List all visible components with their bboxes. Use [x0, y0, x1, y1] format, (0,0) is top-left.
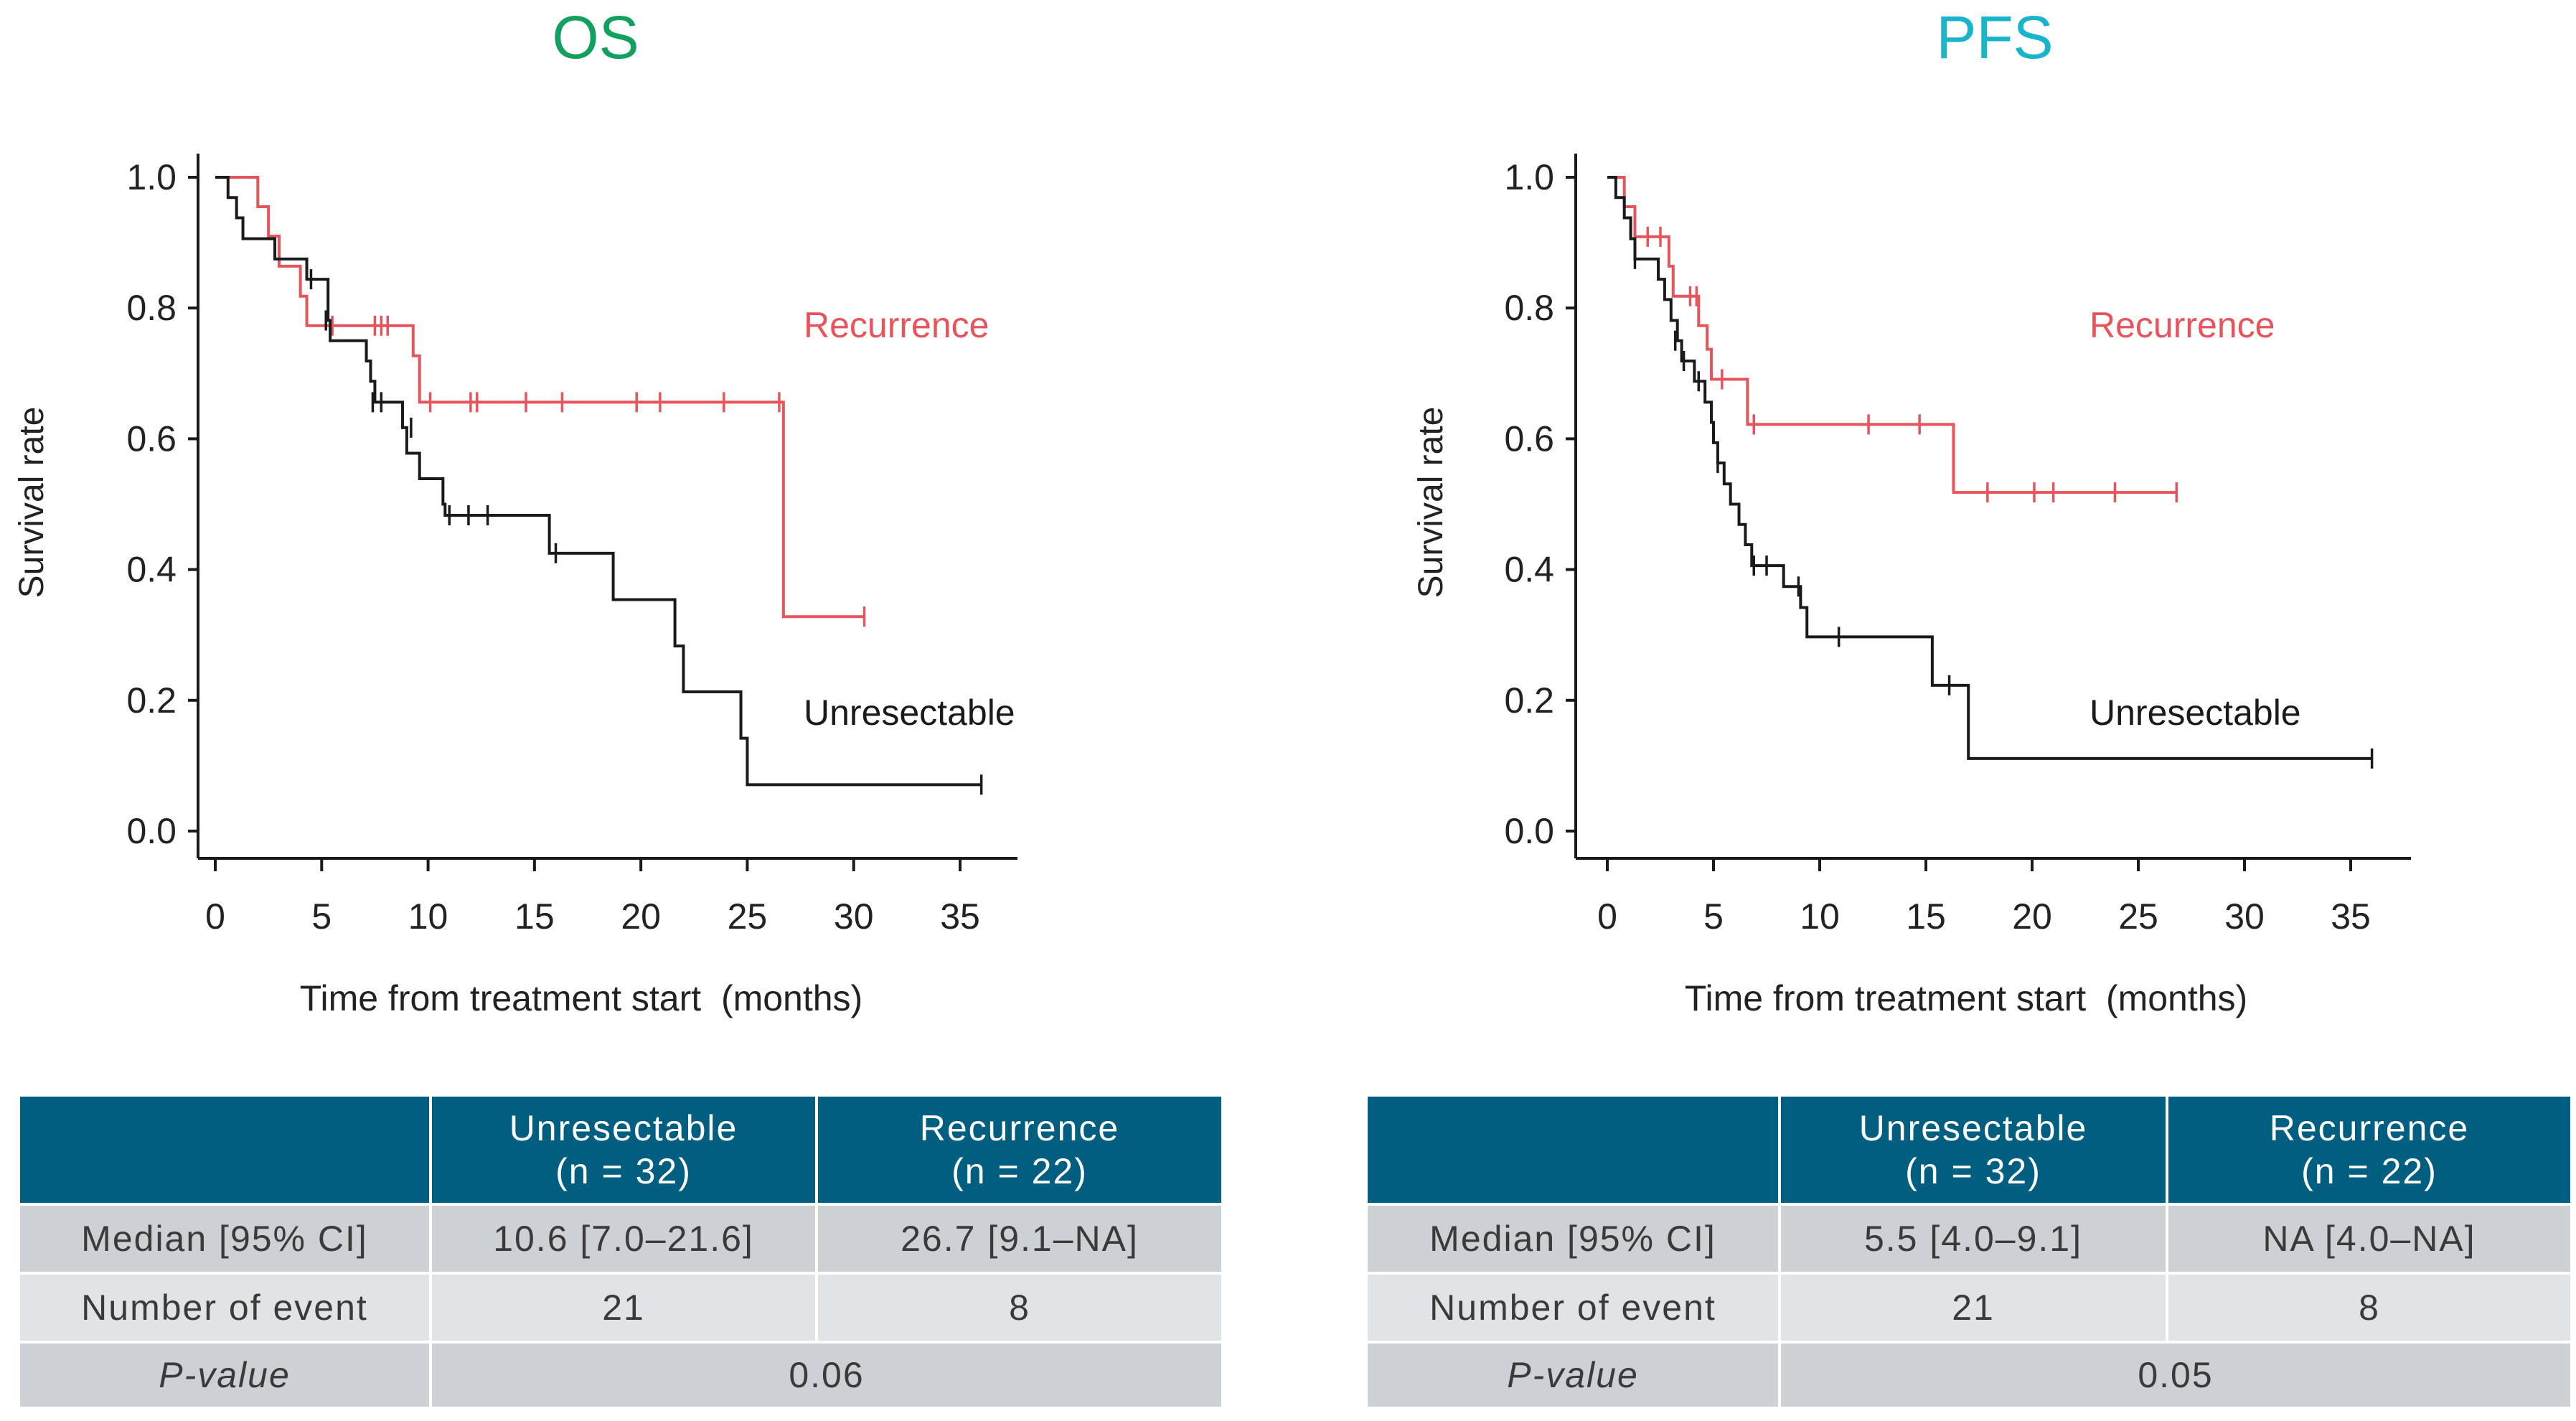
- os-median-label: Median [95% CI]: [20, 1203, 432, 1273]
- os-header-unresectable-name: Unresectable: [509, 1108, 738, 1148]
- pfs-p-label: P-value: [1368, 1341, 1781, 1407]
- pfs-unresectable-curve: [1607, 176, 2372, 760]
- os-x-tick-label: 35: [940, 896, 980, 937]
- os-unresectable-curve: [215, 176, 982, 787]
- pfs-events-recurrence: 8: [2167, 1272, 2570, 1342]
- os-x-tick-label: 5: [311, 896, 332, 937]
- table-row: Median [95% CI] 10.6 [7.0–21.6] 26.7 [9.…: [20, 1203, 1221, 1273]
- pfs-x-tick-label: 30: [2224, 896, 2265, 937]
- pfs-table-header-unresectable: Unresectable (n = 32): [1780, 1097, 2168, 1204]
- os-median-recurrence: 26.7 [9.1–NA]: [817, 1203, 1221, 1273]
- os-y-tick-label: 0.2: [126, 680, 177, 721]
- pfs-median-unresectable: 5.5 [4.0–9.1]: [1780, 1203, 2168, 1273]
- os-p-value: 0.06: [431, 1341, 1221, 1407]
- os-y-tick-label: 1.0: [126, 157, 177, 197]
- pfs-median-label: Median [95% CI]: [1368, 1203, 1781, 1273]
- os-x-axis-label: Time from treatment start (months): [300, 978, 862, 1018]
- os-y-tick-label: 0.6: [126, 418, 177, 459]
- pfs-y-axis-label: Survival rate: [1412, 407, 1450, 599]
- table-row: Number of event 21 8: [20, 1272, 1221, 1342]
- os-table-header-unresectable: Unresectable (n = 32): [431, 1097, 818, 1204]
- pfs-x-tick-label: 35: [2331, 896, 2371, 937]
- os-y-tick-label: 0.0: [126, 811, 177, 851]
- os-p-label: P-value: [20, 1341, 432, 1407]
- pfs-header-unresectable-n: (n = 32): [1905, 1151, 2041, 1191]
- pfs-events-label: Number of event: [1368, 1272, 1781, 1342]
- pfs-x-tick-label: 25: [2118, 896, 2158, 937]
- os-events-recurrence: 8: [817, 1272, 1221, 1342]
- pfs-x-tick-label: 20: [2012, 896, 2052, 937]
- pfs-y-tick-label: 0.0: [1504, 811, 1554, 851]
- table-row: Median [95% CI] 5.5 [4.0–9.1] NA [4.0–NA…: [1368, 1203, 2570, 1273]
- os-y-tick-label: 0.4: [126, 550, 177, 590]
- os-x-tick-label: 0: [205, 896, 225, 937]
- os-events-unresectable: 21: [431, 1272, 818, 1342]
- os-title: OS: [552, 4, 639, 71]
- table-row: Number of event 21 8: [1368, 1272, 2570, 1342]
- os-header-recurrence-name: Recurrence: [919, 1108, 1120, 1148]
- os-header-unresectable-n: (n = 32): [555, 1151, 692, 1191]
- pfs-y-tick-label: 1.0: [1504, 157, 1554, 197]
- os-y-axis-label: Survival rate: [13, 407, 51, 599]
- pfs-header-recurrence-n: (n = 22): [2301, 1151, 2438, 1191]
- pfs-x-tick-label: 5: [1703, 896, 1724, 937]
- pfs-events-unresectable: 21: [1780, 1272, 2168, 1342]
- os-x-tick-label: 25: [728, 896, 768, 937]
- os-x-tick-label: 20: [621, 896, 661, 937]
- pfs-median-recurrence: NA [4.0–NA]: [2167, 1203, 2570, 1273]
- pfs-y-tick-label: 0.2: [1504, 680, 1554, 721]
- pfs-y-tick-label: 0.8: [1504, 288, 1554, 328]
- pfs-table-header-blank: [1368, 1097, 1781, 1204]
- pfs-recurrence-label: Recurrence: [2090, 305, 2275, 345]
- pfs-unresectable-label: Unresectable: [2090, 693, 2301, 733]
- os-recurrence-label: Recurrence: [804, 305, 989, 345]
- pfs-title: PFS: [1936, 4, 2054, 71]
- os-x-tick-label: 15: [514, 896, 555, 937]
- pfs-x-tick-label: 0: [1597, 896, 1617, 937]
- pfs-summary-table: Unresectable (n = 32) Recurrence (n = 22…: [1368, 1097, 2570, 1407]
- pfs-y-tick-label: 0.6: [1504, 418, 1554, 459]
- os-header-recurrence-n: (n = 22): [951, 1151, 1088, 1191]
- pfs-p-value: 0.05: [1780, 1341, 2570, 1407]
- pfs-x-tick-label: 10: [1800, 896, 1840, 937]
- os-summary-table: Unresectable (n = 32) Recurrence (n = 22…: [20, 1097, 1221, 1407]
- os-survival-chart: Survival rate Time from treatment start …: [13, 154, 1017, 1018]
- pfs-x-axis-label: Time from treatment start (months): [1685, 978, 2247, 1018]
- table-row: P-value 0.05: [1368, 1341, 2570, 1407]
- pfs-y-tick-label: 0.4: [1504, 550, 1554, 590]
- os-x-tick-label: 10: [408, 896, 448, 937]
- table-row: P-value 0.06: [20, 1341, 1221, 1407]
- os-table-header-recurrence: Recurrence (n = 22): [817, 1097, 1221, 1204]
- pfs-recurrence-curve: [1607, 176, 2177, 494]
- os-recurrence-curve: [215, 176, 865, 619]
- pfs-header-recurrence-name: Recurrence: [2269, 1108, 2470, 1148]
- os-y-tick-label: 0.8: [126, 288, 177, 328]
- os-unresectable-label: Unresectable: [804, 693, 1015, 733]
- pfs-survival-chart: Survival rate Time from treatment start …: [1412, 154, 2411, 1018]
- os-table-header-blank: [20, 1097, 432, 1204]
- pfs-x-tick-label: 15: [1906, 896, 1946, 937]
- pfs-table-header-recurrence: Recurrence (n = 22): [2167, 1097, 2570, 1204]
- os-events-label: Number of event: [20, 1272, 432, 1342]
- pfs-header-unresectable-name: Unresectable: [1858, 1108, 2088, 1148]
- os-x-tick-label: 30: [834, 896, 874, 937]
- os-median-unresectable: 10.6 [7.0–21.6]: [431, 1203, 818, 1273]
